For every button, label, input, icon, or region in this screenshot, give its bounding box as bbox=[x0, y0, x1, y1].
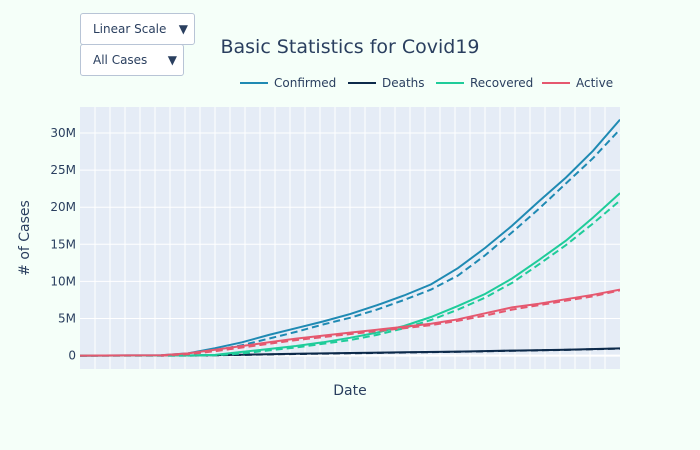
y-tick-label: 30M bbox=[50, 126, 76, 140]
series-lines bbox=[80, 118, 620, 357]
chart-title: Basic Statistics for Covid19 bbox=[220, 36, 479, 58]
legend: Confirmed Deaths Recovered Active bbox=[240, 76, 613, 90]
scale-dropdown-value: Linear Scale bbox=[93, 22, 167, 36]
y-axis-ticks: 0 5M 10M 15M 20M 25M 30M bbox=[50, 126, 76, 363]
legend-item-label: Active bbox=[576, 76, 613, 90]
chevron-down-icon: ▼ bbox=[167, 53, 177, 67]
scale-dropdown[interactable]: Linear Scale ▼ bbox=[80, 13, 195, 45]
legend-item-label: Deaths bbox=[382, 76, 425, 90]
y-tick-label: 20M bbox=[50, 200, 76, 214]
y-tick-label: 5M bbox=[58, 312, 76, 326]
series-line-confirmed bbox=[80, 118, 620, 357]
y-tick-label: 10M bbox=[50, 274, 76, 288]
y-tick-label: 25M bbox=[50, 163, 76, 177]
series-fit-active bbox=[160, 289, 620, 357]
case-filter-dropdown-value: All Cases bbox=[93, 53, 148, 67]
series-fit-recovered bbox=[187, 199, 620, 357]
series-line-active bbox=[80, 288, 620, 357]
y-axis-label: # of Cases bbox=[17, 200, 33, 276]
x-axis-label: Date bbox=[333, 383, 366, 399]
y-tick-label: 15M bbox=[50, 237, 76, 251]
chevron-down-icon: ▼ bbox=[178, 22, 188, 36]
legend-item-label: Recovered bbox=[470, 76, 533, 90]
y-tick-label: 0 bbox=[68, 349, 76, 363]
legend-item-label: Confirmed bbox=[274, 76, 336, 90]
case-filter-dropdown[interactable]: All Cases ▼ bbox=[80, 44, 184, 76]
grid-lines bbox=[80, 107, 620, 369]
